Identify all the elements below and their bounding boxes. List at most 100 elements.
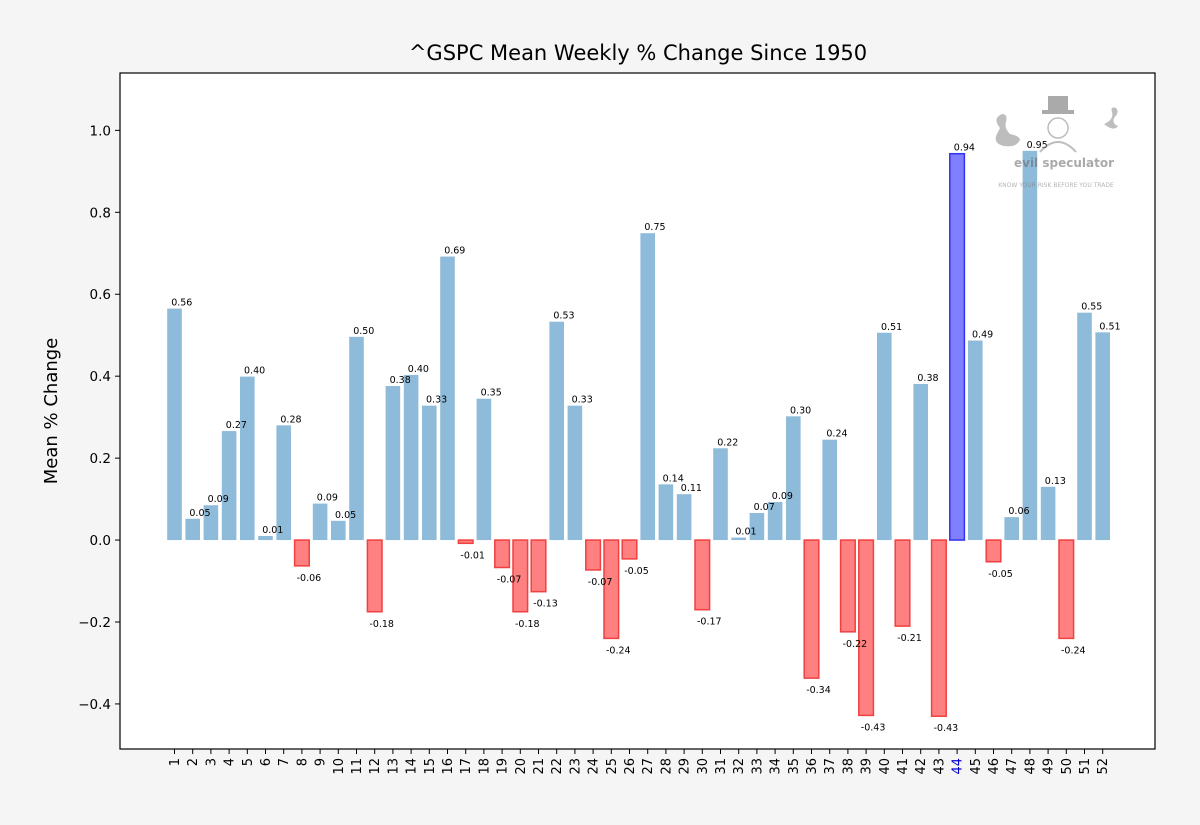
value-label-week-43: -0.43 (934, 723, 959, 734)
bar-week-27 (640, 233, 655, 541)
bar-week-21 (530, 539, 547, 593)
value-label-week-23: 0.33 (572, 395, 593, 406)
bar-week-45 (968, 340, 983, 541)
x-tick-label-week-40: 40 (878, 758, 893, 775)
bar-week-13 (385, 386, 401, 541)
bar-week-41 (894, 539, 911, 627)
x-tick-label-week-43: 43 (932, 758, 947, 775)
bar-week-36 (803, 539, 820, 679)
value-label-week-33: 0.07 (754, 502, 775, 513)
x-tick-label-week-2: 2 (186, 758, 201, 766)
x-tick-label-week-16: 16 (441, 758, 456, 775)
value-label-week-12: -0.18 (369, 619, 394, 630)
y-tick-label: 1.0 (90, 123, 111, 139)
bar-week-26 (621, 539, 638, 560)
x-tick-label-week-37: 37 (823, 758, 838, 775)
bar-week-28 (658, 484, 674, 541)
x-tick-label-week-51: 51 (1078, 758, 1093, 775)
x-tick-label-week-30: 30 (696, 758, 711, 775)
value-label-week-2: 0.05 (189, 508, 210, 519)
value-label-week-11: 0.50 (353, 326, 374, 337)
x-tick-label-week-20: 20 (514, 758, 529, 775)
bar-week-3 (203, 505, 219, 541)
top-hat-icon (1039, 96, 1077, 153)
value-label-week-25: -0.24 (606, 645, 631, 656)
value-label-week-22: 0.53 (553, 311, 574, 322)
x-tick-label-week-10: 10 (332, 758, 347, 775)
bar-week-20 (512, 539, 529, 613)
bar-week-12 (366, 539, 383, 613)
x-tick-label-week-34: 34 (769, 758, 784, 775)
bar-week-48 (1022, 150, 1038, 541)
x-tick-label-week-11: 11 (350, 758, 365, 775)
x-tick-label-week-28: 28 (659, 758, 674, 775)
x-tick-label-week-25: 25 (605, 758, 620, 775)
bar-week-37 (822, 439, 837, 541)
bar-week-16 (440, 256, 455, 541)
value-label-week-52: 0.51 (1099, 321, 1120, 332)
bar-week-5 (240, 376, 255, 541)
x-axis: 1 2 3 4 5 6 7 8 9 10 11 12 13 14 15 16 17 18 19 20 21 22 23 24 2… (168, 749, 1111, 775)
bar-week-42 (913, 383, 928, 541)
bar-week-18 (476, 398, 492, 541)
bar-week-23 (567, 405, 583, 541)
bar-week-40 (877, 332, 892, 541)
value-label-week-19: -0.07 (497, 575, 522, 586)
value-label-week-35: 0.30 (790, 405, 811, 416)
x-tick-label-week-24: 24 (587, 758, 602, 775)
value-label-week-17: -0.01 (460, 550, 485, 561)
value-labels: 0.560.050.090.270.400.010.28-0.060.090.0… (171, 140, 1120, 734)
bar-week-50 (1058, 539, 1075, 640)
bar-week-19 (494, 539, 511, 569)
bar-week-9 (312, 503, 328, 541)
x-tick-label-week-22: 22 (550, 758, 565, 775)
x-tick-label-week-3: 3 (204, 758, 219, 766)
bar-week-38 (839, 539, 856, 633)
bar-week-2 (185, 518, 200, 541)
x-tick-label-week-49: 49 (1042, 758, 1057, 775)
bar-week-35 (786, 416, 801, 541)
x-tick-label-week-41: 41 (896, 758, 911, 775)
bar-week-51 (1077, 312, 1092, 541)
y-axis: 1.0 0.8 0.6 0.4 0.2 0.0 −0.2 −0.4 (78, 123, 120, 713)
value-label-week-44: 0.94 (954, 143, 975, 154)
value-label-week-37: 0.24 (826, 429, 847, 440)
value-label-week-36: -0.34 (806, 685, 831, 696)
watermark-name: evil speculator (1014, 156, 1114, 170)
value-label-week-50: -0.24 (1061, 645, 1086, 656)
x-tick-label-week-46: 46 (987, 758, 1002, 775)
value-label-week-27: 0.75 (644, 222, 665, 233)
value-label-week-28: 0.14 (663, 473, 684, 484)
plot-frame (119, 72, 1156, 750)
bar-week-1 (167, 308, 182, 541)
bar-week-11 (349, 336, 364, 541)
bar-week-6 (258, 535, 273, 541)
x-tick-label-week-8: 8 (295, 758, 310, 766)
value-label-week-48: 0.95 (1027, 140, 1048, 151)
chart-title: ^GSPC Mean Weekly % Change Since 1950 (409, 41, 867, 65)
x-tick-label-week-31: 31 (714, 758, 729, 775)
x-tick-label-week-5: 5 (241, 758, 256, 766)
x-tick-label-week-42: 42 (914, 758, 929, 775)
x-tick-label-week-39: 39 (860, 758, 875, 775)
y-tick-label: −0.2 (78, 615, 111, 631)
value-label-week-41: -0.21 (897, 633, 922, 644)
bar-week-46 (985, 539, 1002, 563)
x-tick-label-week-4: 4 (223, 758, 238, 766)
x-tick-label-week-21: 21 (532, 758, 547, 775)
x-tick-label-week-7: 7 (277, 758, 292, 766)
x-tick-label-week-6: 6 (259, 758, 274, 766)
value-label-week-1: 0.56 (171, 298, 192, 309)
value-label-week-49: 0.13 (1045, 476, 1066, 487)
x-tick-label-week-23: 23 (568, 758, 583, 775)
x-tick-label-week-1: 1 (168, 758, 183, 766)
x-tick-label-week-48: 48 (1023, 758, 1038, 775)
value-label-week-40: 0.51 (881, 322, 902, 333)
value-label-week-8: -0.06 (297, 573, 322, 584)
bar-week-17 (457, 539, 474, 545)
y-tick-label: 0.4 (90, 369, 111, 385)
value-label-week-20: -0.18 (515, 619, 540, 630)
x-tick-label-week-29: 29 (678, 758, 693, 775)
x-tick-label-week-52: 52 (1096, 758, 1111, 775)
